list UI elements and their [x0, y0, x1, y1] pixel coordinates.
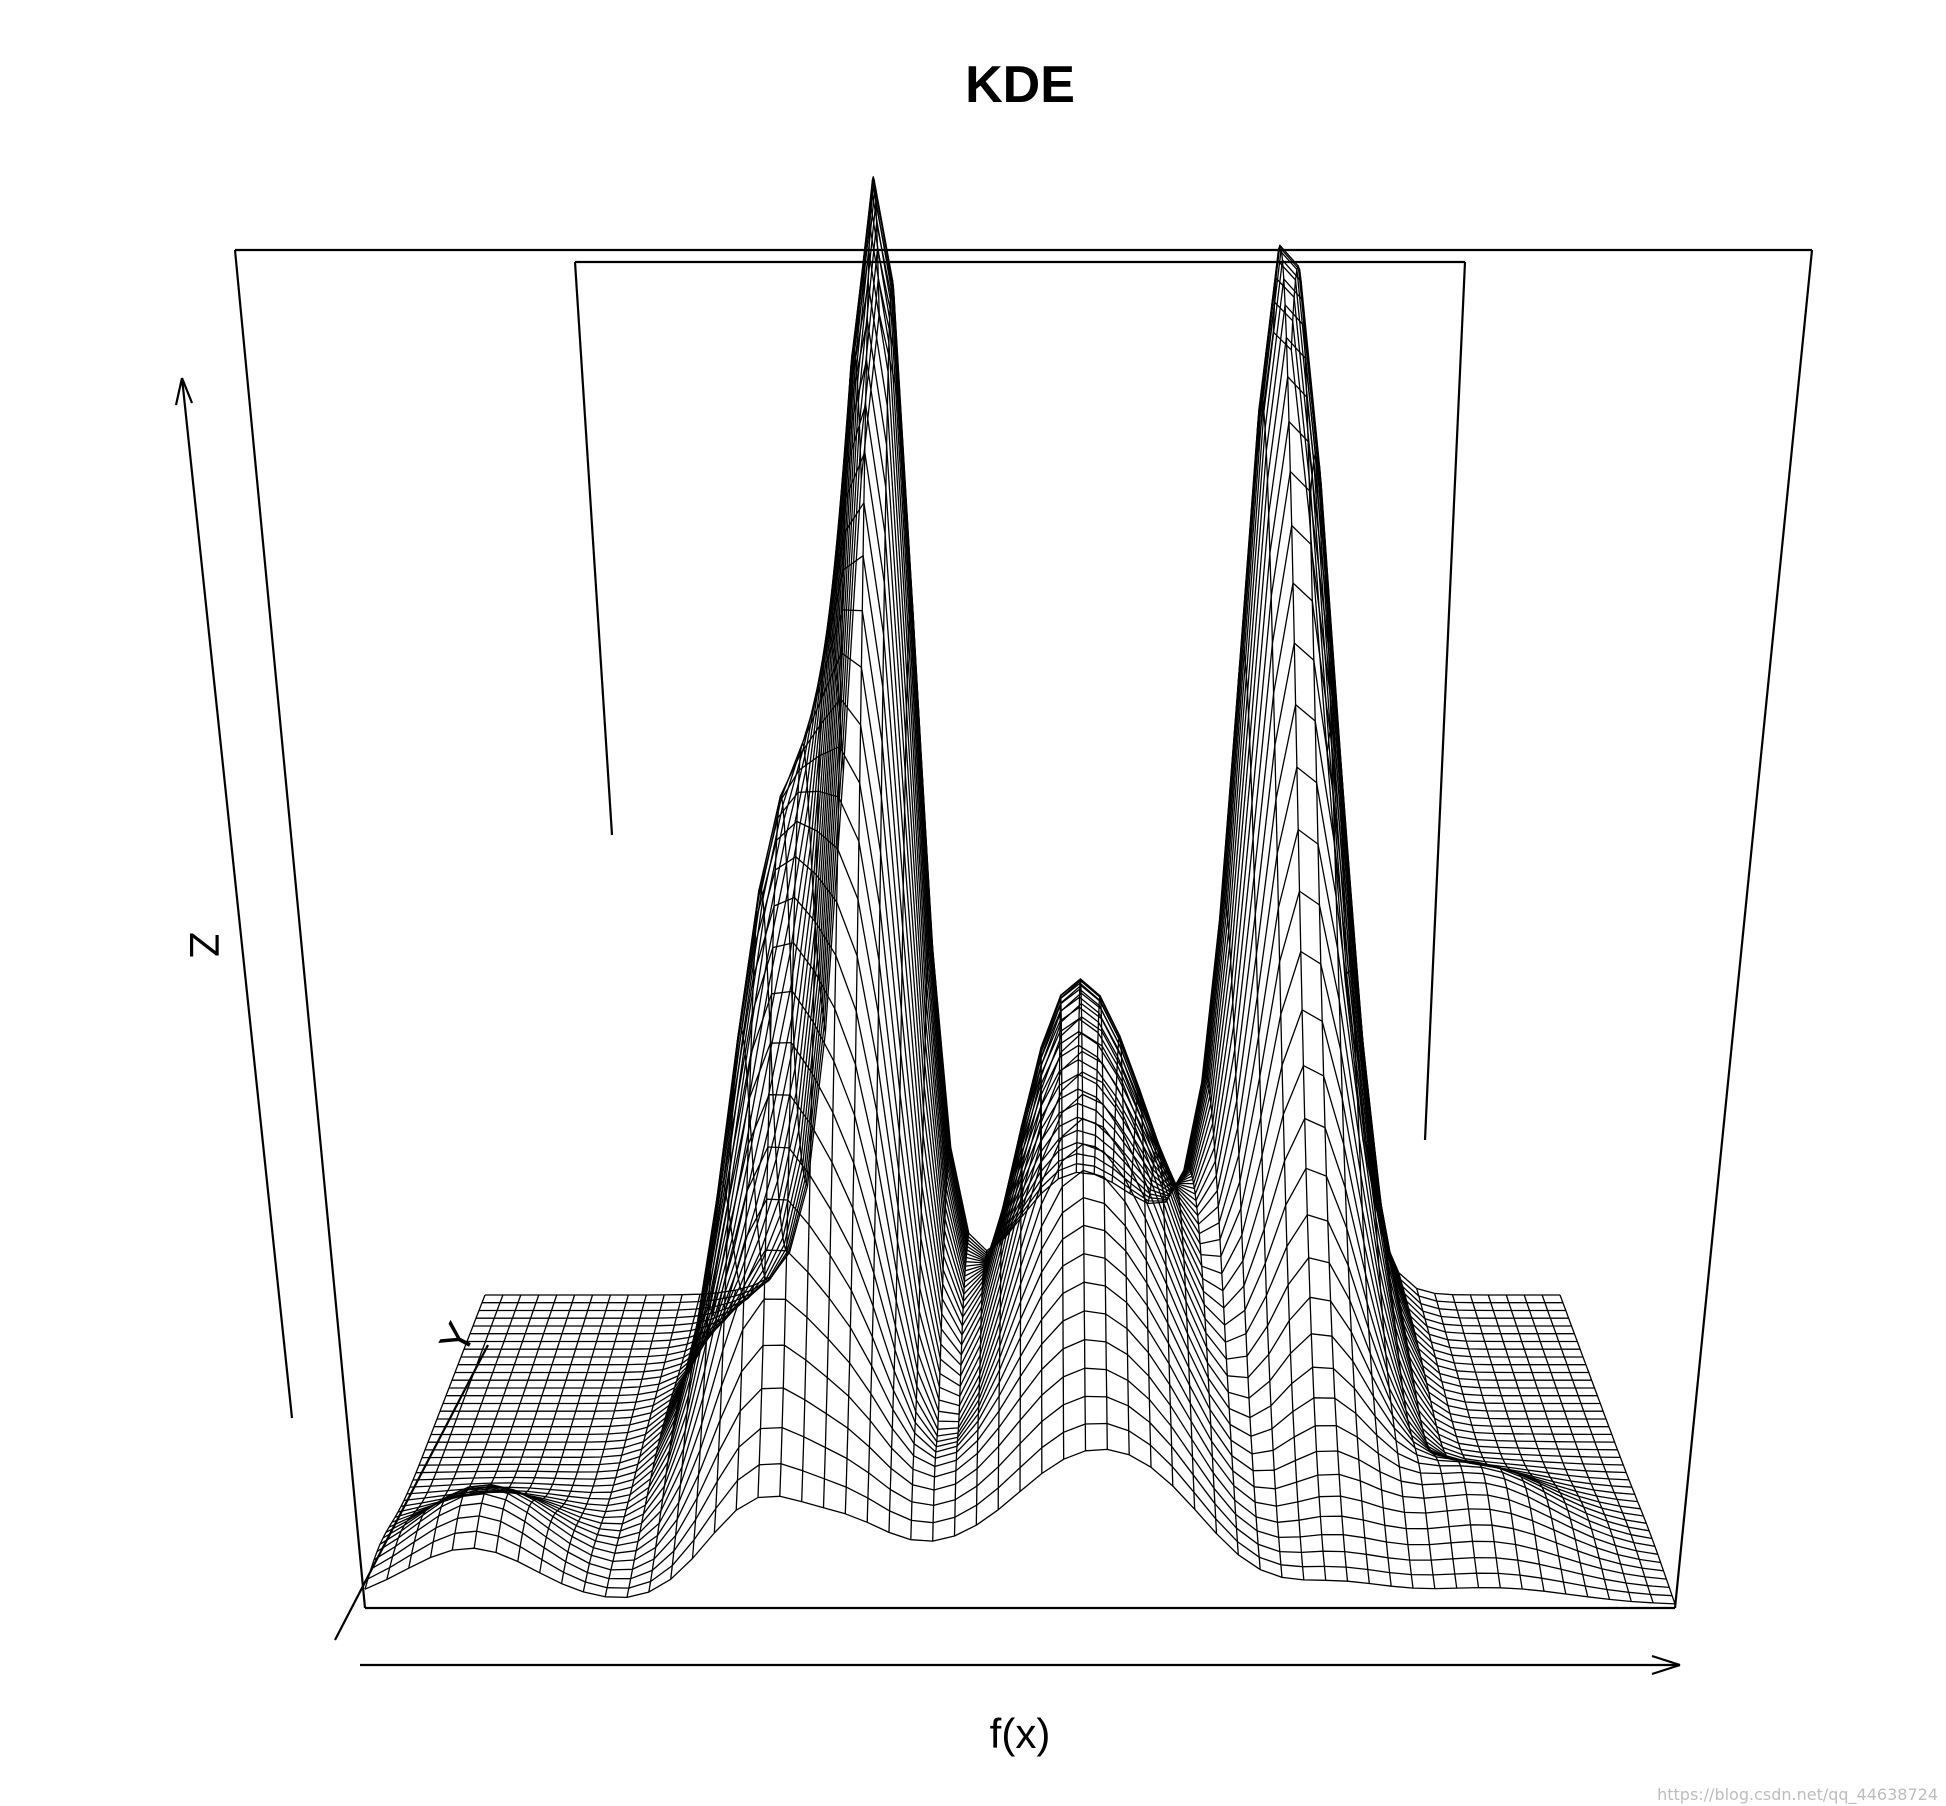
mesh-column-line — [1129, 1087, 1152, 1468]
mesh-column-line — [735, 885, 790, 1511]
z-axis-arrow-line — [180, 377, 294, 1419]
mesh-column-line — [539, 1294, 629, 1573]
mesh-row-line — [425, 609, 1618, 1451]
mesh-column-line — [1505, 1294, 1611, 1600]
mesh-column-line — [1523, 1294, 1632, 1602]
mesh-column-line — [1075, 978, 1087, 1451]
mesh-column-line — [1541, 1294, 1654, 1604]
mesh-column-line — [626, 1294, 701, 1598]
mesh-column-line — [1416, 1288, 1501, 1588]
plot-box — [233, 248, 1814, 1610]
mesh-column-line — [1254, 397, 1305, 1580]
mesh-column-line — [364, 1294, 486, 1590]
mesh-column-line — [1326, 719, 1392, 1587]
mesh-column-line — [1451, 1294, 1545, 1592]
mesh-column-line — [757, 795, 809, 1498]
mesh-column-line — [1039, 1046, 1043, 1474]
mesh-column-line — [386, 1294, 504, 1580]
mesh-column-line — [888, 596, 916, 1533]
box-left-edge — [233, 249, 367, 1609]
mesh-column-line — [691, 1180, 755, 1559]
y-axis-label: Y — [430, 1315, 485, 1362]
y-axis-arrow-line — [334, 1344, 489, 1641]
box-inner-left-edge — [573, 261, 614, 836]
mesh-column-line — [1147, 1142, 1174, 1487]
mesh-column-line — [910, 933, 934, 1540]
box-right-edge — [1673, 249, 1814, 1609]
mesh-column-line — [1019, 1125, 1024, 1492]
x-axis-label: f(x) — [990, 1710, 1051, 1757]
mesh-column-line — [560, 1294, 647, 1584]
mesh-column-line — [1165, 1182, 1196, 1510]
mesh-column-line — [408, 1294, 522, 1569]
z-axis-arrowhead — [174, 377, 194, 406]
chart-title: KDE — [965, 56, 1075, 114]
mesh-column-line — [1057, 994, 1065, 1460]
mesh-column-line — [604, 1294, 683, 1597]
axes — [174, 377, 1681, 1676]
mesh-column-line — [844, 176, 880, 1514]
mesh-column-line — [1201, 1075, 1239, 1555]
mesh-column-line — [495, 1294, 594, 1553]
mesh-row-line — [440, 359, 1604, 1412]
mesh-row-line — [443, 319, 1601, 1405]
mesh-column-line — [473, 1294, 576, 1549]
mesh-column-line — [713, 1026, 773, 1534]
mesh-column-line — [801, 630, 844, 1502]
surface-mesh — [364, 176, 1676, 1605]
mesh-column-line — [1487, 1294, 1589, 1597]
mesh-column-line — [1469, 1294, 1567, 1595]
mesh-row-line — [415, 746, 1627, 1474]
mesh-column-line — [1362, 1139, 1436, 1589]
mesh-column-line — [1380, 1230, 1458, 1589]
mesh-row-line — [418, 697, 1624, 1466]
watermark-text: https://blog.csdn.net/qq_44638724 — [1657, 1785, 1938, 1805]
mesh-column-line — [1218, 898, 1261, 1570]
mesh-column-line — [822, 348, 862, 1508]
mesh-column-line — [1433, 1293, 1523, 1590]
mesh-column-line — [779, 742, 827, 1497]
mesh-column-line — [953, 1233, 970, 1537]
x-axis-arrowhead — [1651, 1654, 1681, 1676]
mesh-column-line — [451, 1294, 558, 1551]
mesh-column-line — [429, 1294, 540, 1558]
mesh-row-line — [437, 404, 1606, 1420]
mesh-column-line — [866, 279, 898, 1523]
mesh-column-line — [1559, 1294, 1676, 1605]
mesh-column-line — [1344, 970, 1414, 1589]
mesh-column-line — [932, 1147, 952, 1542]
box-inner-right-edge — [1423, 261, 1467, 1141]
mesh-column-line — [1398, 1272, 1480, 1588]
mesh-column-line — [1111, 1035, 1130, 1455]
mesh-column-line — [1093, 995, 1108, 1450]
mesh-column-line — [997, 1208, 1006, 1510]
mesh-column-line — [1272, 244, 1327, 1581]
mesh-column-line — [1290, 265, 1349, 1582]
z-axis-label: Z — [181, 932, 228, 958]
mesh-column-line — [1236, 649, 1283, 1578]
mesh-column-line — [582, 1294, 665, 1593]
mesh-column-line — [1308, 451, 1370, 1584]
mesh-column-line — [975, 1250, 988, 1526]
mesh-row-line — [485, 313, 1560, 1296]
mesh-column-line — [1183, 1167, 1218, 1534]
mesh-column-line — [517, 1294, 612, 1562]
mesh-column-line — [670, 1289, 737, 1580]
